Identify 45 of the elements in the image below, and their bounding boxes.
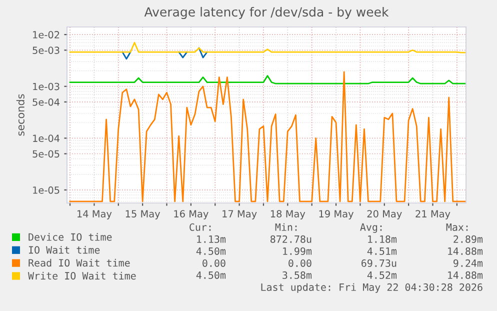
text: 9.24m bbox=[454, 259, 483, 267]
line-series bbox=[69, 75, 466, 84]
text: 14.88m bbox=[448, 271, 483, 279]
legend-label: IO Wait time bbox=[28, 246, 100, 254]
text: 4.51m bbox=[367, 247, 397, 255]
text: Last update: Fri May 22 04:30:28 2026 bbox=[261, 283, 482, 293]
legend-label: Read IO Wait time bbox=[28, 258, 130, 267]
y-tick-label: 1e-04 bbox=[33, 134, 60, 142]
text: 1.99m bbox=[283, 247, 312, 255]
y-tick-label: 1e-05 bbox=[33, 186, 60, 194]
text: 4.52m bbox=[367, 271, 397, 279]
line-series bbox=[69, 42, 466, 54]
text: Min: bbox=[275, 223, 297, 231]
text: 69.73u bbox=[362, 259, 396, 267]
x-tick-label: 15 May bbox=[126, 210, 160, 220]
x-tick-label: 16 May bbox=[174, 210, 208, 220]
x-tick-label: 20 May bbox=[367, 210, 402, 220]
x-tick-label: 19 May bbox=[319, 210, 354, 220]
text: 2.89m bbox=[454, 235, 483, 243]
text: 1.13m bbox=[197, 235, 226, 243]
text: Avg: bbox=[360, 223, 382, 233]
chart-title: Average latency for /dev/sda - by week bbox=[144, 6, 389, 20]
text: 0.00 bbox=[288, 259, 312, 267]
text: 14.88m bbox=[448, 247, 483, 255]
text: 872.78u bbox=[270, 235, 312, 243]
text: 3.58m bbox=[282, 271, 312, 279]
line-series bbox=[69, 71, 466, 202]
text: 4.50m bbox=[196, 271, 226, 279]
x-tick-label: 14 May bbox=[77, 210, 112, 220]
legend-label: Write IO Wait time bbox=[28, 272, 136, 280]
y-tick-label: 5e-03 bbox=[32, 46, 60, 54]
legend-label: Device IO time bbox=[28, 233, 112, 241]
text: Cur: bbox=[190, 223, 211, 231]
text: 0.00 bbox=[202, 259, 226, 267]
x-tick-label: 17 May bbox=[222, 210, 257, 220]
y-axis-title: seconds bbox=[16, 94, 24, 136]
text: 4.50m bbox=[196, 247, 226, 255]
y-tick-label: 1e-03 bbox=[33, 82, 60, 90]
y-tick-label: 1e-02 bbox=[33, 31, 60, 38]
x-tick-label: 18 May bbox=[270, 210, 306, 220]
x-tick-label: 21 May bbox=[416, 210, 450, 220]
text: 1.18m bbox=[368, 235, 397, 243]
y-tick-label: 5e-05 bbox=[32, 150, 60, 158]
text: Max: bbox=[446, 223, 468, 231]
y-tick-label: 5e-04 bbox=[32, 98, 60, 106]
